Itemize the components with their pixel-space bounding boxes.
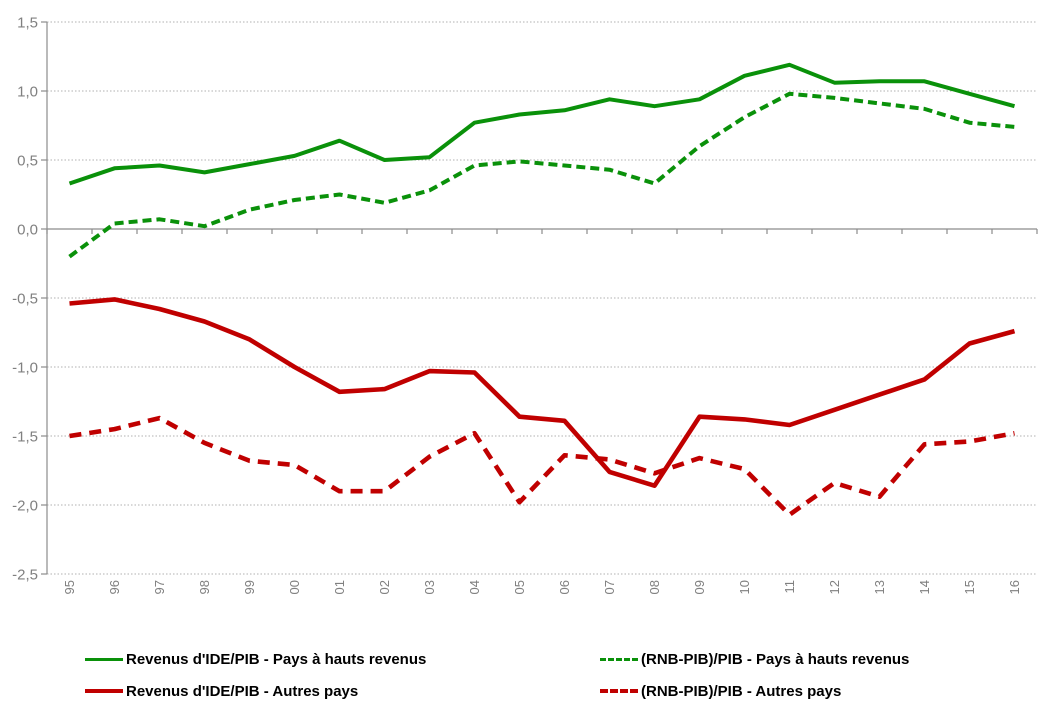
legend-label: Revenus d'IDE/PIB - Autres pays [126, 682, 359, 700]
x-tick-label: 10 [737, 580, 752, 594]
legend-swatch-red-solid [85, 689, 123, 693]
legend-item-rnb-hauts-revenus: (RNB-PIB)/PIB - Pays à hauts revenus [600, 649, 909, 669]
y-tick-label: 1,5 [17, 15, 38, 32]
y-tick-label: 0,5 [17, 153, 38, 170]
x-tick-label: 04 [467, 580, 482, 594]
x-tick-labels: 95 96 97 98 99 00 01 02 03 04 05 06 07 08 09 10 11 12 13 14… [62, 580, 1022, 594]
y-tick-label: -2,0 [12, 498, 38, 515]
x-tick-label: 11 [782, 580, 797, 594]
x-tick-label: 15 [962, 580, 977, 594]
y-axis [41, 21, 48, 575]
series-line-3 [69, 415, 1015, 518]
legend-swatch-red-dashed [600, 689, 638, 693]
series-line-0 [68, 62, 1016, 186]
x-tick-label: 98 [197, 580, 212, 594]
y-tick-label: 0,0 [17, 222, 38, 239]
x-tick-label: 16 [1007, 580, 1022, 594]
x-tick-label: 97 [152, 580, 167, 594]
x-tick-label: 95 [62, 580, 77, 594]
legend-item-rnb-autres-pays: (RNB-PIB)/PIB - Autres pays [600, 681, 841, 701]
x-tick-label: 08 [647, 580, 662, 594]
x-tick-label: 03 [422, 580, 437, 594]
legend-item-ide-autres-pays: Revenus d'IDE/PIB - Autres pays [85, 681, 358, 701]
y-tick-label: -0,5 [12, 291, 38, 308]
y-tick-label: 1,0 [17, 84, 38, 101]
y-tick-labels: 1,5 1,0 0,5 0,0 -0,5 -1,0 -1,5 -2,0 -2,5 [12, 15, 38, 584]
series-line-1 [68, 91, 1015, 259]
x-tick-label: 01 [332, 580, 347, 594]
x-tick-label: 00 [287, 580, 302, 594]
category-axis [46, 228, 1038, 234]
legend-label: (RNB-PIB)/PIB - Autres pays [641, 682, 842, 700]
x-tick-label: 96 [107, 580, 122, 594]
y-tick-label: -1,5 [12, 429, 38, 446]
x-tick-label: 02 [377, 580, 392, 594]
legend-swatch-green-dashed [600, 657, 638, 661]
legend-label: Revenus d'IDE/PIB - Pays à hauts revenus [126, 650, 427, 668]
x-tick-label: 07 [602, 580, 617, 594]
x-tick-label: 09 [692, 580, 707, 594]
legend-item-ide-hauts-revenus: Revenus d'IDE/PIB - Pays à hauts revenus [85, 649, 426, 669]
y-tick-label: -2,5 [12, 567, 38, 584]
x-tick-label: 05 [512, 580, 527, 594]
x-tick-label: 12 [827, 580, 842, 594]
x-tick-label: 14 [917, 580, 932, 594]
series-line-2 [69, 297, 1016, 489]
y-tick-label: -1,0 [12, 360, 38, 377]
x-tick-label: 99 [242, 580, 257, 594]
x-tick-label: 06 [557, 580, 572, 594]
x-tick-label: 13 [872, 580, 887, 594]
legend-swatch-green-solid [85, 657, 123, 661]
legend-label: (RNB-PIB)/PIB - Pays à hauts revenus [641, 650, 910, 668]
